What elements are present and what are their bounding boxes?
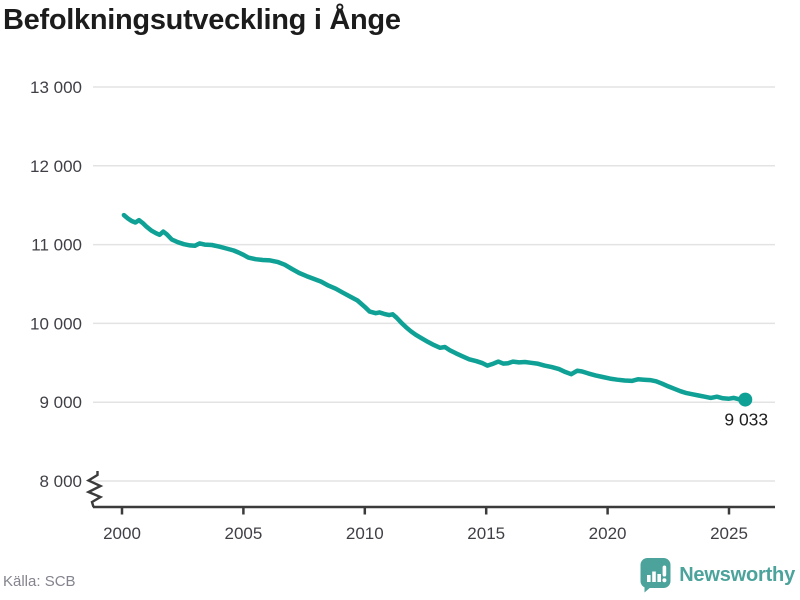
y-axis-label: 12 000 <box>30 157 82 176</box>
x-axis-label: 2025 <box>710 524 748 543</box>
y-axis-label: 11 000 <box>31 236 82 255</box>
y-axis-label: 13 000 <box>30 78 82 97</box>
branding-wordmark: Newsworthy <box>679 563 795 586</box>
newsworthy-logo-icon <box>640 558 671 593</box>
y-axis-label: 8 000 <box>39 472 82 491</box>
y-axis-label: 9 000 <box>39 393 82 412</box>
population-line[interactable] <box>121 212 748 402</box>
x-axis-label: 2005 <box>224 524 262 543</box>
y-axis-break-icon <box>85 471 104 508</box>
x-axis-label: 2010 <box>346 524 384 543</box>
end-point-dot[interactable] <box>738 392 753 407</box>
end-value-label: 9 033 <box>724 410 768 430</box>
x-axis-label: 2000 <box>103 524 141 543</box>
x-axis-label: 2015 <box>467 524 505 543</box>
chart-title: Befolkningsutveckling i Ånge <box>3 4 401 36</box>
newsworthy-branding-link[interactable]: Newsworthy <box>640 557 795 593</box>
source-label: Källa: SCB <box>3 573 76 590</box>
y-axis-label: 10 000 <box>30 314 82 333</box>
x-axis-label: 2020 <box>589 524 627 543</box>
